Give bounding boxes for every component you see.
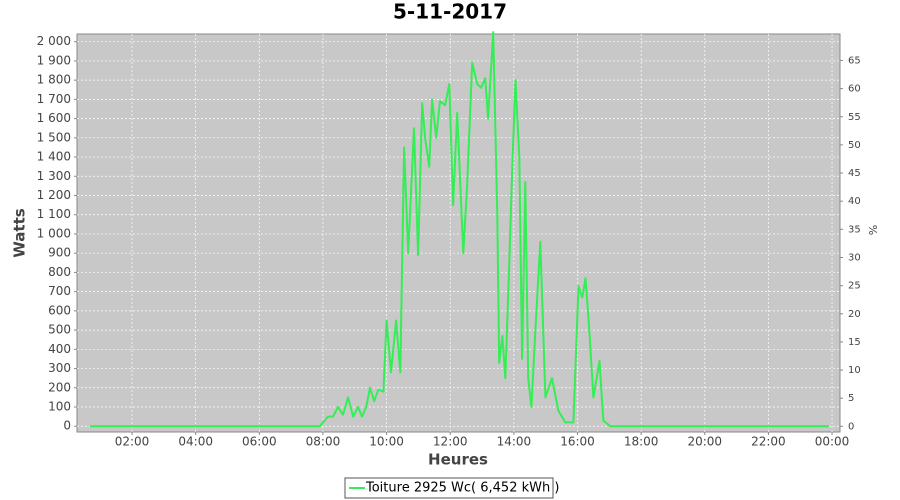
- x-tick-label: 00:00: [815, 435, 850, 449]
- x-tick-label: 16:00: [560, 435, 595, 449]
- y2-axis-title: %: [867, 225, 880, 235]
- y-tick-label: 700: [48, 284, 71, 298]
- y-tick-label: 400: [48, 342, 71, 356]
- y2-tick-label: 55: [848, 112, 861, 123]
- x-tick-label: 14:00: [497, 435, 532, 449]
- chart-title: 5-11-2017: [393, 0, 507, 24]
- y2-tick-label: 65: [848, 55, 861, 66]
- x-tick-label: 12:00: [433, 435, 468, 449]
- x-tick-label: 06:00: [242, 435, 277, 449]
- y2-tick-label: 25: [848, 281, 861, 292]
- y2-tick-label: 0: [848, 421, 854, 432]
- y2-tick-label: 45: [848, 168, 861, 179]
- y2-tick-label: 20: [848, 309, 861, 320]
- y2-tick-label: 30: [848, 252, 861, 263]
- y-tick-label: 600: [48, 303, 71, 317]
- x-tick-label: 10:00: [369, 435, 404, 449]
- y-tick-label: 100: [48, 400, 71, 414]
- y2-tick-label: 35: [848, 224, 861, 235]
- y-tick-label: 1 600: [37, 111, 71, 125]
- y-tick-label: 1 000: [37, 226, 71, 240]
- x-tick-label: 08:00: [306, 435, 341, 449]
- y-tick-label: 1 700: [37, 92, 71, 106]
- y2-tick-label: 15: [848, 337, 861, 348]
- y-tick-label: 0: [63, 419, 71, 433]
- y-tick-label: 1 900: [37, 53, 71, 67]
- y-tick-label: 1 300: [37, 169, 71, 183]
- x-tick-label: 02:00: [115, 435, 150, 449]
- y-axis-title: Watts: [11, 208, 29, 257]
- y2-tick-label: 5: [848, 393, 854, 404]
- y-tick-label: 200: [48, 380, 71, 394]
- y-tick-label: 1 500: [37, 130, 71, 144]
- y-tick-label: 2 000: [37, 34, 71, 48]
- x-tick-label: 18:00: [624, 435, 659, 449]
- y-tick-label: 800: [48, 265, 71, 279]
- y-tick-label: 300: [48, 361, 71, 375]
- y2-tick-label: 60: [848, 84, 861, 95]
- y-tick-label: 1 200: [37, 188, 71, 202]
- y-tick-label: 1 100: [37, 207, 71, 221]
- x-tick-label: 04:00: [178, 435, 213, 449]
- data-line: [90, 31, 829, 428]
- y2-tick-label: 50: [848, 140, 861, 151]
- y-tick-label: 500: [48, 323, 71, 337]
- x-tick-label: 20:00: [687, 435, 722, 449]
- x-tick-label: 22:00: [751, 435, 786, 449]
- plot-area: [76, 33, 841, 433]
- y-tick-label: 1 400: [37, 150, 71, 164]
- legend-label: Toiture 2925 Wc( 6,452 kWh ): [365, 481, 559, 496]
- y2-tick-label: 10: [848, 365, 861, 376]
- y-tick-label: 1 800: [37, 73, 71, 87]
- legend: [344, 477, 554, 499]
- x-axis-title: Heures: [428, 451, 488, 469]
- y2-tick-label: 40: [848, 196, 861, 207]
- y-tick-label: 900: [48, 246, 71, 260]
